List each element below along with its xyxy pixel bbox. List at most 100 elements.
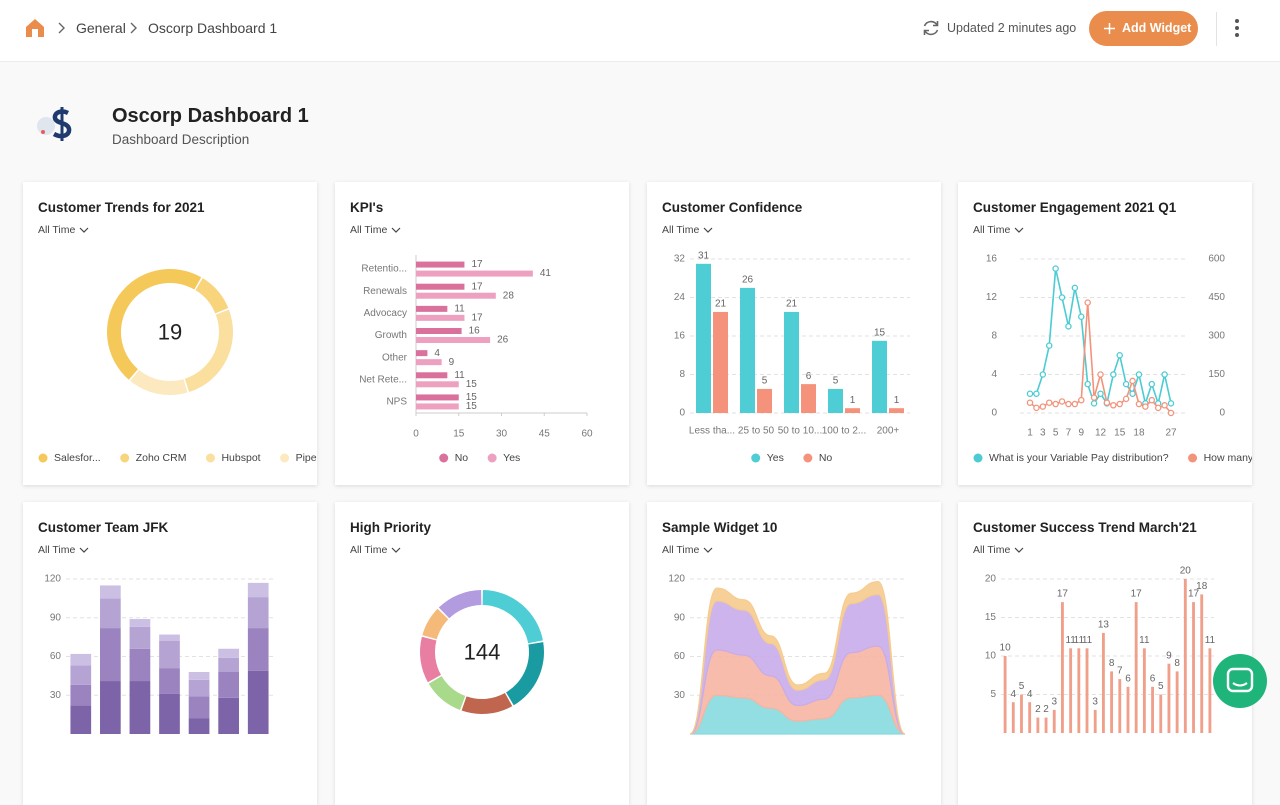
time-filter[interactable]: All Time (973, 224, 1011, 236)
data-label: 6 (1150, 673, 1156, 684)
x-tick-label: 3 (1040, 428, 1046, 439)
line-marker (1122, 395, 1130, 403)
donut-segment (106, 268, 202, 380)
more-menu[interactable] (1230, 17, 1244, 39)
data-label: 11 (454, 370, 465, 381)
x-tick-label: 100 to 2... (822, 426, 866, 437)
dashboard-description: Dashboard Description (112, 132, 250, 147)
bar (757, 388, 772, 413)
y-tick-label: 30 (50, 690, 62, 701)
widget-card: Customer Team JFK All Time 30 60 90 120 (23, 502, 317, 805)
line-marker (1045, 342, 1053, 349)
line-marker (1058, 398, 1066, 405)
legend-label: No (455, 452, 469, 464)
category-label: Growth (375, 330, 407, 341)
y-tick-label: 32 (674, 254, 686, 265)
chevron (703, 547, 713, 553)
line-marker (1039, 403, 1047, 410)
data-label: 4 (434, 348, 440, 359)
legend-swatch (205, 453, 215, 463)
bar (1183, 579, 1187, 733)
donut-segment (130, 369, 188, 395)
legend-swatch (439, 453, 449, 463)
bar-segment (247, 582, 269, 598)
x-tick-label: 50 to 10... (778, 426, 822, 437)
bar (1142, 648, 1146, 733)
category-label: Other (382, 352, 408, 363)
donut-segment (438, 590, 482, 619)
bar-segment (100, 598, 121, 629)
widget-card: Sample Widget 10 All Time 30 60 90 120 (647, 502, 941, 805)
bar (416, 305, 448, 312)
y-tick-label: 90 (674, 612, 686, 623)
bar-segment (247, 628, 269, 671)
data-label: 1 (850, 395, 856, 406)
y-tick-label: 15 (985, 612, 997, 623)
time-filter[interactable]: All Time (350, 544, 388, 556)
donut-segment (184, 309, 234, 393)
x-tick-label: 45 (539, 429, 551, 440)
time-filter[interactable]: All Time (662, 544, 700, 556)
widget-card: Customer Engagement 2021 Q1 All Time 0 4 8 12… (958, 182, 1252, 485)
time-filter[interactable]: All Time (350, 224, 388, 236)
bar (784, 311, 799, 413)
time-filter[interactable]: All Time (973, 544, 1011, 556)
bar-segment (159, 668, 180, 694)
x-tick-label: 0 (413, 429, 419, 440)
bar (1069, 648, 1073, 733)
bar-segment (247, 670, 269, 734)
x-tick-label: 15 (453, 429, 465, 440)
category-label: NPS (386, 397, 407, 408)
data-label: 41 (540, 268, 552, 279)
bar (1101, 632, 1105, 733)
bar (1159, 694, 1163, 733)
legend-item: Zoho CRM (120, 452, 186, 464)
bar-segment (218, 657, 239, 672)
data-label: 5 (1158, 681, 1164, 692)
bar (416, 381, 459, 388)
button-label: Add Widget (1122, 21, 1192, 35)
x-tick-label: 27 (1165, 428, 1177, 439)
x-tick-label: 60 (581, 429, 593, 440)
widget-title: Customer Trends for 2021 (38, 200, 205, 215)
breadcrumb[interactable]: General (76, 20, 126, 36)
chat-button[interactable] (1212, 653, 1268, 709)
bar-segment (100, 681, 121, 734)
legend-swatch (751, 453, 761, 463)
line-marker (1071, 400, 1079, 408)
chevron (391, 547, 401, 553)
y-tick-label: 8 (991, 331, 997, 342)
bar (1003, 656, 1007, 733)
bar-segment (100, 628, 121, 682)
line-marker (1116, 400, 1123, 408)
data-label: 6 (806, 371, 812, 382)
data-label: 5 (1019, 681, 1025, 692)
time-filter[interactable]: All Time (38, 544, 76, 556)
line-marker (1129, 390, 1136, 397)
line-marker (1052, 265, 1059, 272)
home-icon[interactable] (24, 17, 46, 39)
add-widget-button[interactable]: Add Widget (1089, 11, 1198, 46)
category-label: Renewals (363, 286, 407, 297)
legend-swatch (803, 453, 813, 463)
widget-title: KPI's (350, 200, 384, 215)
data-label: 17 (1188, 589, 1200, 600)
time-filter[interactable]: All Time (38, 224, 76, 236)
refresh-icon[interactable] (921, 18, 941, 38)
line-marker (1039, 371, 1047, 378)
update-status: Updated 2 minutes ago (947, 21, 1077, 35)
line-marker (1103, 399, 1111, 406)
x-tick-label: 12 (1095, 428, 1107, 439)
y-tick-label: 4 (991, 369, 997, 380)
y-tick-label: 0 (679, 408, 685, 419)
time-filter[interactable]: All Time (662, 224, 700, 236)
widget-title: Customer Success Trend March'21 (973, 520, 1197, 535)
x-tick-label: 18 (1133, 428, 1145, 439)
bar (1028, 702, 1032, 733)
x-tick-label: 15 (1114, 428, 1126, 439)
data-label: 15 (466, 401, 478, 412)
x-tick-label: 30 (496, 429, 508, 440)
line-marker (1161, 371, 1168, 378)
bar-segment (70, 665, 92, 685)
legend-item: What is your Variable Pay distribution? (973, 452, 1169, 464)
